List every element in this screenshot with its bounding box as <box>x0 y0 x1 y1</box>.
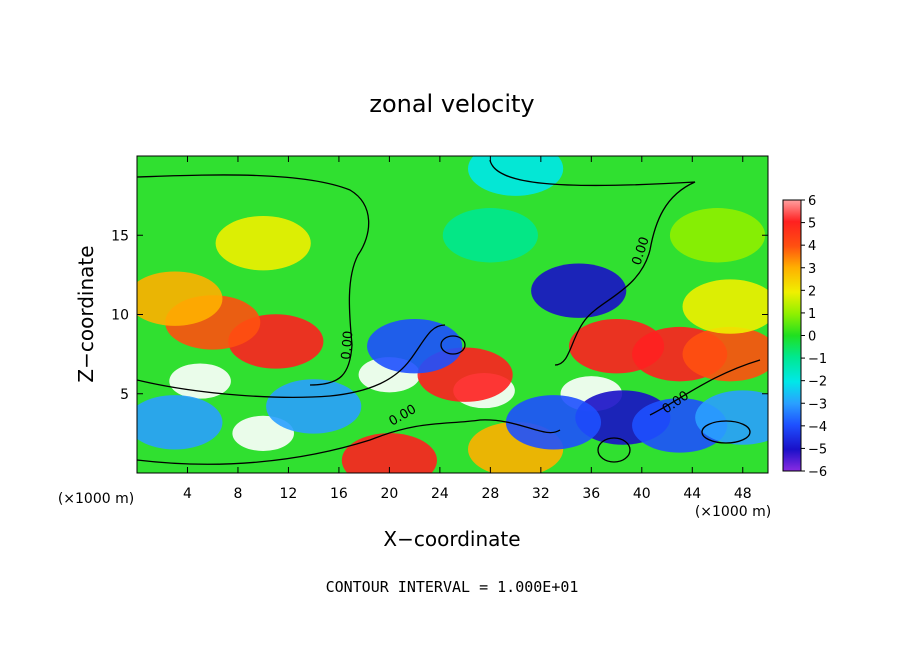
y-axis-label: Z−coordinate <box>74 245 98 382</box>
heatmap-field: 0.00 0.00 0.00 0.00 <box>137 156 768 473</box>
heatmap-blob <box>367 319 463 374</box>
x-tick-label: 4 <box>183 486 192 502</box>
x-tick-label: 36 <box>582 486 600 502</box>
colorbar: 6 5 4 3 2 1 0 −1 −2 −3 −4 −5 −6 <box>782 194 827 480</box>
x-tick-label: 8 <box>233 486 242 502</box>
x-axis: 4 8 12 16 20 24 28 32 36 40 44 48 <box>183 156 752 502</box>
x-tick-label: 32 <box>532 486 550 502</box>
chart-title: zonal velocity <box>369 90 534 118</box>
contour-label: 0.00 <box>339 330 356 360</box>
x-unit-label-right: (×1000 m) <box>695 504 771 520</box>
x-tick-label: 12 <box>280 486 298 502</box>
colorbar-tick-label: 2 <box>808 284 816 299</box>
colorbar-ticks: 6 5 4 3 2 1 0 −1 −2 −3 −4 −5 −6 <box>801 194 827 480</box>
colorbar-tick-label: −3 <box>808 397 827 412</box>
x-tick-label: 28 <box>481 486 499 502</box>
x-tick-label: 20 <box>380 486 398 502</box>
y-axis: 5 10 15 <box>111 228 768 403</box>
colorbar-gradient <box>782 199 802 472</box>
heatmap-blob <box>442 208 538 263</box>
heatmap-blob <box>468 156 564 196</box>
heatmap-blob <box>137 395 223 450</box>
contour-top-boundary <box>137 174 370 386</box>
heatmap-blob <box>266 379 362 434</box>
colorbar-tick-label: 6 <box>808 194 816 209</box>
contour-ring <box>701 420 751 444</box>
heatmap-blob <box>341 433 437 473</box>
x-tick-label: 44 <box>683 486 701 502</box>
contour-ring <box>597 437 631 463</box>
heatmap-blob <box>169 363 231 399</box>
x-unit-label-left: (×1000 m) <box>58 491 134 507</box>
colorbar-tick-label: 1 <box>808 307 816 322</box>
x-tick-label: 40 <box>633 486 651 502</box>
contour-lower <box>137 419 561 465</box>
y-tick-label: 15 <box>111 228 129 244</box>
heatmap-blob <box>505 395 602 450</box>
y-tick-label: 5 <box>120 387 129 403</box>
colorbar-tick-label: 5 <box>808 217 816 232</box>
heatmap-blob <box>695 390 768 445</box>
x-tick-label: 16 <box>330 486 348 502</box>
heatmap-blob <box>137 271 223 326</box>
colorbar-tick-label: −5 <box>808 442 827 457</box>
colorbar-tick-label: 3 <box>808 262 816 277</box>
heatmap-blob <box>215 215 311 271</box>
x-tick-label: 48 <box>734 486 752 502</box>
colorbar-tick-label: 0 <box>808 330 816 345</box>
colorbar-tick-label: −4 <box>808 420 827 435</box>
colorbar-tick-label: −2 <box>808 375 827 390</box>
heatmap-blob <box>682 279 768 334</box>
contour-upper-ridge <box>489 159 696 366</box>
contour-interval-note: CONTOUR INTERVAL = 1.000E+01 <box>326 578 579 596</box>
contour-right <box>649 359 761 416</box>
x-tick-label: 24 <box>431 486 449 502</box>
heatmap-blob <box>669 208 766 263</box>
y-tick-label: 10 <box>111 308 129 324</box>
heatmap-blob <box>531 263 627 318</box>
heatmap-blob <box>682 326 768 382</box>
colorbar-tick-label: 4 <box>808 239 816 254</box>
contour-mid <box>137 324 446 398</box>
colorbar-tick-label: −6 <box>808 465 827 480</box>
contour-ring <box>440 335 466 355</box>
zero-contours <box>137 159 761 465</box>
colorbar-tick-label: −1 <box>808 352 827 367</box>
x-axis-label: X−coordinate <box>383 527 520 551</box>
